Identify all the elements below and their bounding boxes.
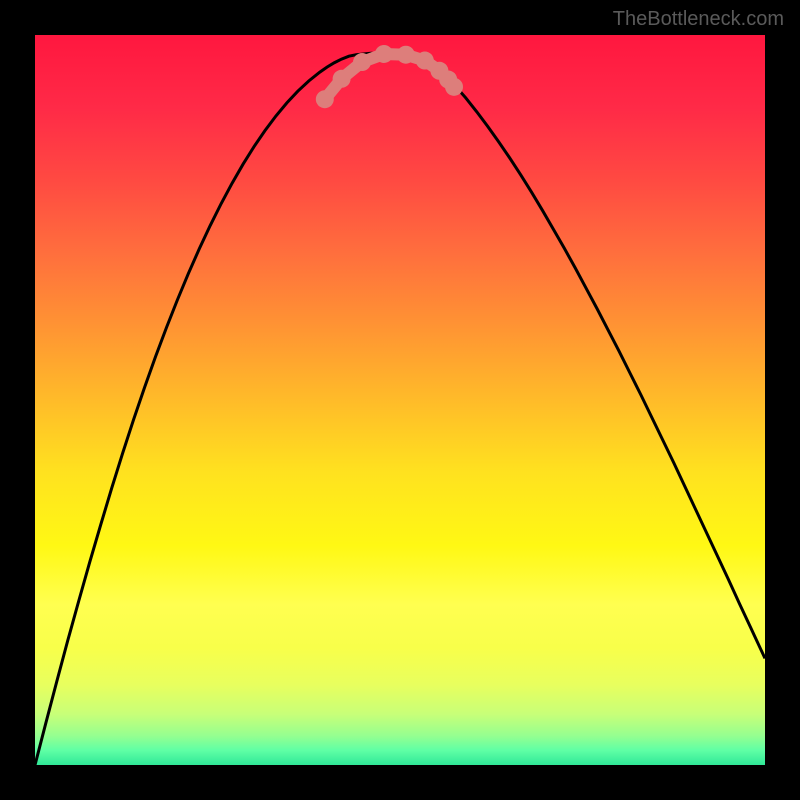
highlight-dot [445, 78, 463, 96]
chart-container: { "watermark": { "text": "TheBottleneck.… [0, 0, 800, 800]
highlight-dot [333, 70, 351, 88]
highlight-dot [316, 90, 334, 108]
bottleneck-curve-left [35, 53, 444, 765]
curve-layer [35, 35, 765, 765]
bottleneck-curve-right [444, 74, 765, 658]
highlight-segment-dots [316, 45, 463, 108]
highlight-dot [416, 52, 434, 70]
plot-area [35, 35, 765, 765]
highlight-dot [375, 45, 393, 63]
watermark-text: TheBottleneck.com [613, 8, 784, 31]
highlight-dot [353, 53, 371, 71]
highlight-dot [397, 46, 415, 64]
